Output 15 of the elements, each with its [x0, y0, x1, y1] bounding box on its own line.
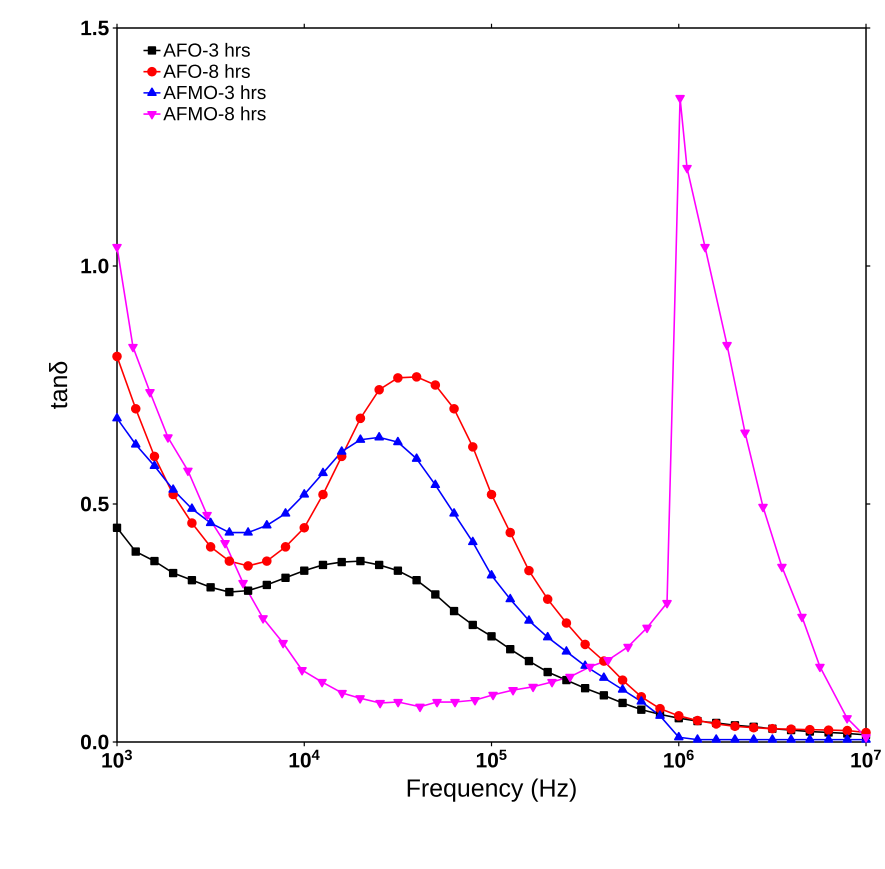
x-tick-label: 10$^{3}$ — [102, 750, 132, 768]
x-axis-title: Frequency (Hz) — [408, 778, 576, 802]
legend-label: AFMO-3 hrs — [163, 85, 266, 100]
legend-label: AFO-8 hrs — [163, 64, 250, 78]
y-tick-label: 0.5 — [80, 496, 109, 512]
legend-label: AFMO-8 hrs — [163, 106, 266, 120]
x-tick-label: 10$^{7}$ — [851, 750, 881, 768]
y-axis-title: tanδ — [49, 362, 68, 409]
x-tick-label: 10$^{6}$ — [664, 750, 694, 768]
legend-label: AFO-3 hrs — [163, 42, 250, 57]
x-tick-label: 10$^{4}$ — [290, 750, 320, 768]
y-tick-label: 1.0 — [81, 258, 108, 274]
y-tick-label: 0.0 — [80, 734, 108, 750]
x-tick-label: 10$^{5}$ — [476, 750, 507, 768]
y-tick-label: 1.5 — [81, 20, 109, 36]
